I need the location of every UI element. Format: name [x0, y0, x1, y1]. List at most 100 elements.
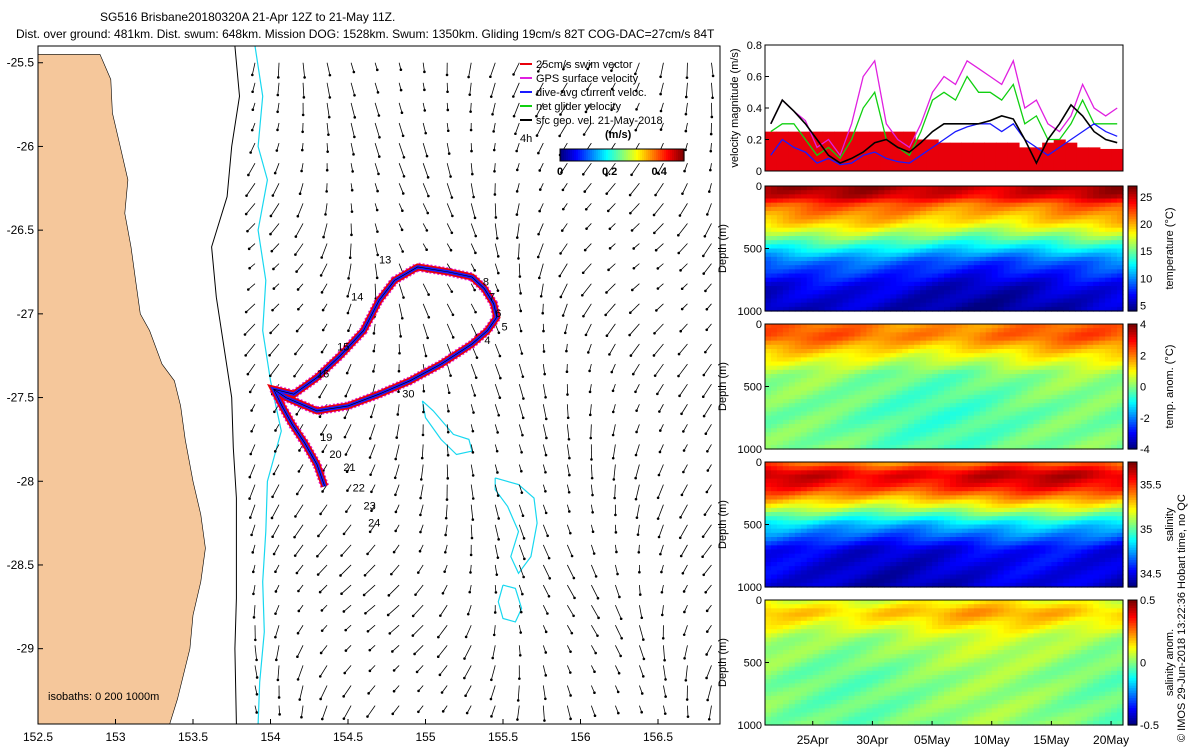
heatmap-cell [902, 294, 909, 300]
heatmap-cell [1111, 202, 1118, 208]
heatmap-cell [914, 436, 921, 442]
heatmap-cell [818, 415, 826, 421]
geo-arrow [272, 524, 280, 537]
heatmap-cell [973, 206, 981, 212]
heatmap-cell [836, 302, 844, 308]
heatmap-cell [985, 223, 993, 229]
geo-arrow [705, 584, 712, 593]
heatmap-cell [949, 403, 957, 408]
heatmap-colorbar-cell [1128, 276, 1137, 280]
geo-arrow [393, 544, 400, 553]
heatmap-cell [884, 357, 891, 363]
heatmap-cell [1063, 198, 1070, 204]
heatmap-cell [842, 344, 850, 350]
heatmap-cell [1081, 386, 1088, 392]
geo-arrow-head [425, 154, 429, 158]
heatmap-cell [1021, 424, 1029, 429]
heatmap-cell [979, 281, 987, 287]
geo-arrow [702, 524, 712, 537]
heatmap-cell [961, 248, 969, 254]
heatmap-cell [944, 415, 951, 421]
geo-arrow-head [656, 171, 660, 175]
heatmap-cell [806, 227, 814, 233]
heatmap-cell [872, 374, 879, 379]
heatmap-cell [848, 306, 856, 312]
heatmap-cell [1039, 277, 1047, 283]
heatmap-cell [985, 324, 993, 329]
geo-arrow-head [608, 353, 611, 356]
heatmap-cell [1033, 328, 1041, 333]
heatmap-cell [979, 198, 987, 204]
heatmap-cell [944, 361, 951, 367]
heatmap-cell [914, 277, 921, 283]
geo-arrow [542, 544, 550, 559]
geo-arrow-head [538, 188, 542, 191]
heatmap-cell [1003, 407, 1011, 413]
geo-arrow [469, 82, 472, 95]
heatmap-cell [1093, 302, 1100, 308]
heatmap-cell [842, 206, 850, 212]
heatmap-cell [979, 419, 987, 425]
heatmap-cell [866, 432, 873, 438]
geo-arrow-head [248, 266, 251, 270]
heatmap-cell [842, 194, 850, 200]
heatmap-cell [782, 294, 790, 300]
colorbar-cell [628, 149, 631, 161]
geo-arrow [422, 323, 429, 338]
heatmap-cell [1045, 286, 1052, 291]
geo-arrow [249, 504, 256, 518]
heatmap-cell [926, 378, 933, 383]
heatmap-cell [776, 344, 784, 350]
geo-arrow [345, 384, 352, 397]
geo-arrow [295, 223, 304, 237]
heatmap-cell [902, 332, 909, 338]
heatmap-cell [765, 357, 772, 363]
heatmap-cell [1003, 240, 1011, 245]
heatmap-cell [824, 231, 832, 237]
heatmap-cell [1015, 344, 1023, 350]
geo-arrow-head [656, 392, 659, 396]
heatmap-cell [818, 298, 826, 304]
heatmap-cell [949, 302, 957, 308]
heatmap-cell [1003, 277, 1011, 283]
heatmap-cell [920, 382, 927, 388]
heatmap-cell [878, 365, 885, 371]
geo-arrow [369, 444, 376, 458]
heatmap-cell [848, 403, 856, 408]
heatmap-cell [1087, 294, 1094, 300]
heatmap-cell [860, 206, 868, 212]
heatmap-cell [866, 436, 873, 442]
geo-arrow [470, 384, 476, 396]
heatmap-cell [949, 382, 957, 388]
heatmap-cell [938, 231, 945, 237]
heatmap-cell [794, 349, 802, 354]
geo-arrow [611, 102, 616, 110]
heatmap-cell [1087, 281, 1094, 287]
heatmap-cell [1075, 436, 1082, 442]
heatmap-cell [1111, 244, 1118, 250]
heatmap-cell [854, 202, 862, 208]
heatmap-cell [1081, 357, 1088, 363]
heatmap-cell [1075, 336, 1082, 342]
geo-arrow [680, 544, 688, 557]
heatmap-cell [782, 353, 790, 358]
heatmap-cell [985, 261, 993, 266]
heatmap-cell [866, 202, 873, 208]
heatmap-cell [872, 215, 879, 220]
geo-arrow-head [565, 370, 569, 374]
heatmap-cell [824, 227, 832, 233]
geo-arrow-head [682, 430, 685, 433]
geo-arrow-head [273, 171, 277, 175]
heatmap-cell [824, 211, 832, 216]
heatmap-cell [1003, 206, 1011, 212]
heatmap-cell [830, 444, 838, 450]
heatmap-cell [1063, 227, 1070, 233]
geo-arrow [422, 183, 429, 197]
heatmap-colorbar-cell [1128, 243, 1137, 247]
geo-arrow-head [450, 290, 454, 293]
heatmap-cell [848, 428, 856, 433]
geo-arrow [297, 203, 304, 217]
heatmap-cell [866, 440, 873, 446]
heatmap-cell [961, 365, 969, 371]
heatmap-cell [926, 336, 933, 342]
